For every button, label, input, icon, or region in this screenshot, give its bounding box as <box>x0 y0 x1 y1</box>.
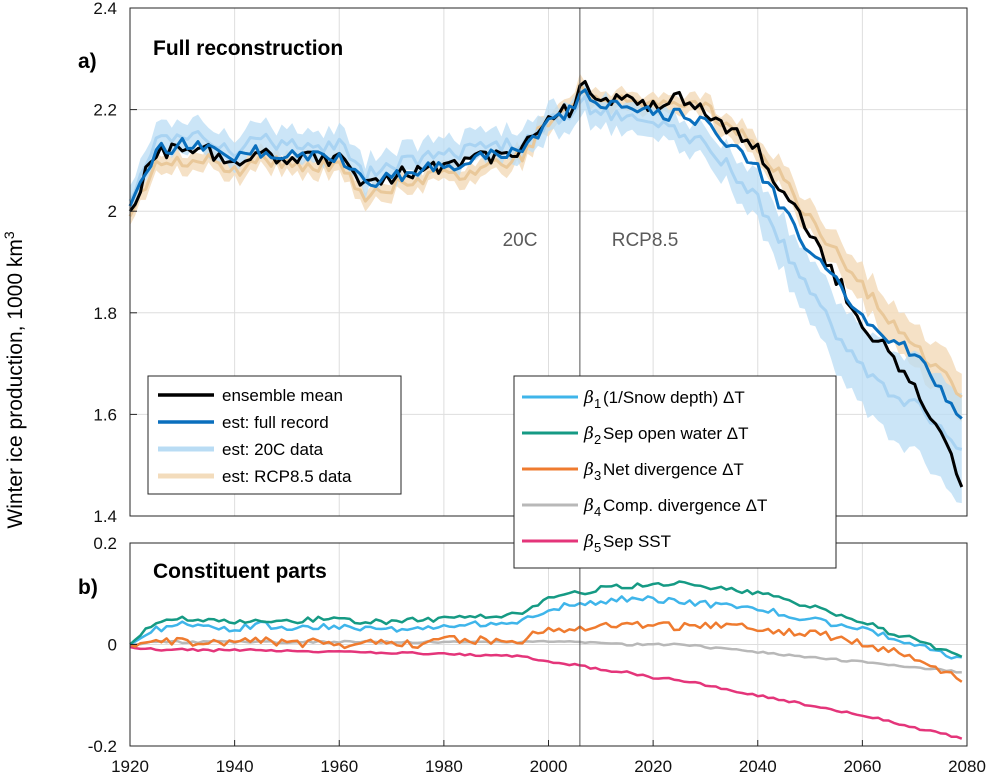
panel-a-uncertainty-bands <box>130 73 962 504</box>
panel-b-y-tick-label: 0.2 <box>93 534 117 553</box>
panel-a-legend: ensemble mean est: full record est: 20C da… <box>147 375 402 495</box>
panel-a-y-tick-label: 1.6 <box>93 405 117 424</box>
legend-b-subscript: 3 <box>594 468 601 483</box>
series-line-est-full-record <box>128 88 963 420</box>
component-line-b2 <box>129 580 963 658</box>
legend-b-label: Net divergence ΔT <box>603 460 744 479</box>
panel-a-y-tick-label: 2.2 <box>93 101 117 120</box>
legend-a-label: ensemble mean <box>222 386 343 405</box>
panel-a-y-ticks: 1.4 1.6 1.8 2 2.2 2.4 <box>93 0 137 526</box>
component-line-b4 <box>129 639 962 674</box>
legend-b-subscript: 4 <box>594 504 601 519</box>
legend-b-beta-symbol: β <box>583 424 594 444</box>
x-axis-ticks: 1920 1940 1960 1980 2000 2020 2040 2060 2080 <box>111 740 986 776</box>
panel-a-y-tick-label: 1.8 <box>93 304 117 323</box>
panel-b-tag: b) <box>78 576 98 599</box>
panel-a-tag: a) <box>78 50 97 73</box>
legend-b-subscript: 5 <box>594 540 601 555</box>
panel-a-y-tick-label: 1.4 <box>93 507 117 526</box>
x-tick-label: 2040 <box>739 757 777 776</box>
panel-b: -0.2 0 0.2 1920 1940 1960 1980 2000 2020 2040 206… <box>78 534 986 776</box>
legend-b-subscript: 2 <box>594 432 601 447</box>
legend-b-beta-symbol: β <box>583 532 594 552</box>
legend-a-label: est: full record <box>222 413 329 432</box>
y-axis-label: Winter ice production, 1000 km3 <box>1 231 27 528</box>
legend-b-label: Sep open water ΔT <box>603 424 749 443</box>
band-est-20c-data <box>130 79 962 504</box>
x-tick-label: 1940 <box>216 757 254 776</box>
x-tick-label: 2060 <box>843 757 881 776</box>
legend-a-label: est: RCP8.5 data <box>222 467 352 486</box>
panel-a-series <box>128 80 964 488</box>
legend-b-label: Comp. divergence ΔT <box>603 496 767 515</box>
legend-b-label: Sep SST <box>603 532 671 551</box>
panel-b-y-tick-label: 0 <box>108 636 117 655</box>
panel-b-title: Constituent parts <box>153 560 327 583</box>
legend-b-subscript: 1 <box>594 396 601 411</box>
x-tick-label: 1920 <box>111 757 149 776</box>
x-tick-label: 1980 <box>425 757 463 776</box>
legend-b-beta-symbol: β <box>583 388 594 408</box>
panel-b-legend: β 1 (1/Snow depth) ΔTβ 2 Sep open water ΔTβ 3… <box>513 375 837 569</box>
x-tick-label: 1960 <box>320 757 358 776</box>
legend-b-beta-symbol: β <box>583 496 594 516</box>
panel-b-y-ticks: -0.2 0 0.2 <box>88 534 137 756</box>
x-tick-label: 2000 <box>530 757 568 776</box>
x-tick-label: 2020 <box>634 757 672 776</box>
panel-b-y-tick-label: -0.2 <box>88 737 117 756</box>
panel-b-legend-box <box>513 375 837 569</box>
component-line-b3 <box>129 620 963 683</box>
component-line-b1 <box>129 595 962 660</box>
legend-a-label: est: 20C data <box>222 440 324 459</box>
era-label-20c: 20C <box>503 230 538 251</box>
x-tick-label: 2080 <box>948 757 986 776</box>
legend-b-label: (1/Snow depth) ΔT <box>603 388 745 407</box>
era-label-rcp85: RCP8.5 <box>612 230 679 251</box>
legend-b-beta-symbol: β <box>583 460 594 480</box>
band-est-rcp8-5-data <box>130 73 962 422</box>
panel-a-y-tick-label: 2.4 <box>93 0 117 18</box>
component-line-b5 <box>129 645 963 740</box>
panel-b-series <box>129 580 963 740</box>
panel-a-title: Full reconstruction <box>153 37 343 60</box>
panel-a-y-tick-label: 2 <box>108 202 117 221</box>
